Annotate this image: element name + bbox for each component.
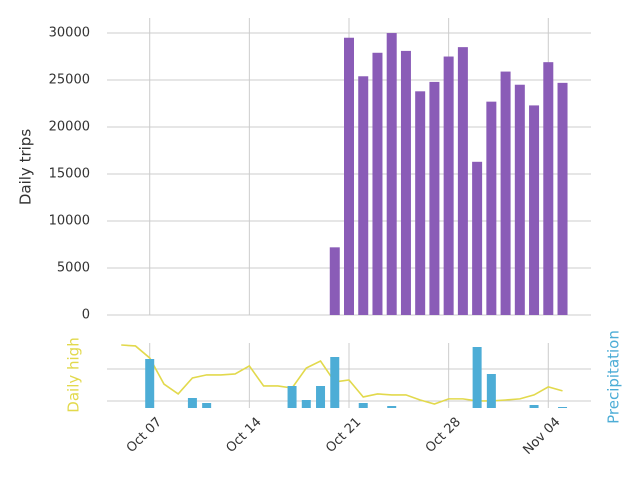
bar: [145, 359, 155, 408]
y-tick-label: 15000: [49, 167, 90, 182]
bar: [301, 400, 311, 408]
y-tick-label: 5000: [57, 261, 90, 276]
bar: [429, 81, 440, 315]
y-tick-label: 25000: [49, 73, 90, 88]
bar: [187, 398, 197, 408]
bar: [329, 247, 340, 315]
y-tick-label: 20000: [49, 120, 90, 135]
y-tick-label: 0: [82, 308, 90, 323]
bar: [372, 52, 383, 315]
bar: [443, 56, 454, 315]
y2-axis-label: Precipitation: [605, 330, 623, 424]
y-axis-label: Daily trips: [17, 129, 35, 205]
bar: [415, 91, 426, 316]
bar: [316, 386, 326, 408]
bar: [486, 374, 496, 408]
bar: [557, 82, 568, 316]
bar: [386, 33, 397, 316]
bar: [500, 71, 511, 315]
bar: [387, 406, 397, 408]
bar: [202, 403, 212, 408]
x-tick-label: Oct 07: [124, 415, 165, 456]
x-tick-label: Oct 28: [423, 415, 464, 456]
bar: [529, 105, 540, 315]
bar: [358, 76, 369, 315]
bar: [400, 50, 411, 315]
bar: [543, 62, 554, 316]
bar: [558, 407, 568, 408]
bar: [358, 403, 368, 408]
bar: [287, 386, 297, 408]
y-tick-label: 30000: [49, 26, 90, 41]
x-tick-label: Oct 14: [224, 415, 265, 456]
x-tick-label: Nov 04: [520, 415, 563, 458]
bar: [457, 47, 468, 315]
y-axis-label: Daily high: [65, 337, 83, 412]
bar: [486, 101, 497, 315]
y-tick-label: 10000: [49, 214, 90, 229]
bar: [472, 161, 483, 315]
bar: [514, 84, 525, 315]
bar: [344, 37, 354, 316]
line: [121, 344, 563, 405]
x-tick-label: Oct 21: [323, 415, 364, 456]
bar: [529, 405, 539, 408]
bar: [330, 357, 340, 408]
bar: [472, 347, 482, 408]
